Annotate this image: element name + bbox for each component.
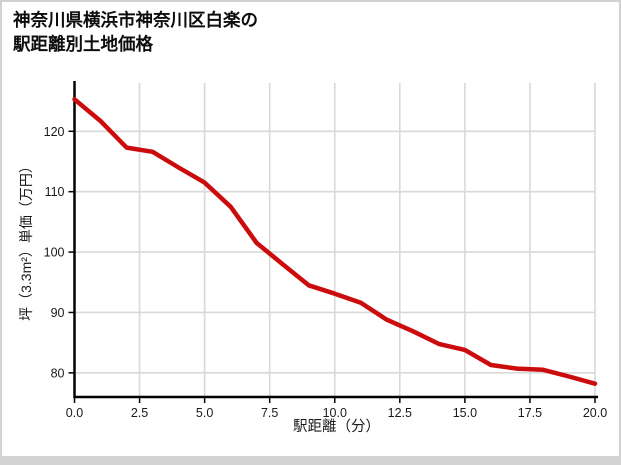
y-tick-label: 80	[51, 366, 65, 380]
x-tick-label: 10.0	[323, 406, 347, 420]
x-tick-label: 5.0	[196, 406, 213, 420]
y-tick-label: 100	[44, 246, 65, 260]
x-tick-label: 17.5	[518, 406, 542, 420]
y-tick-label: 90	[51, 306, 65, 320]
y-tick-label: 120	[44, 125, 65, 139]
chart-figure: 神奈川県横浜市神奈川区白楽の 駅距離別土地価格 0.0 2.5 5.0 7.5 10.0…	[2, 2, 619, 456]
chart-title-line1: 神奈川県横浜市神奈川区白楽の	[13, 10, 258, 30]
land-price-line	[72, 97, 598, 386]
x-tick-label: 20.0	[583, 406, 607, 420]
x-tick-label: 7.5	[261, 406, 278, 420]
x-tick-label: 12.5	[388, 406, 412, 420]
x-tick-label: 2.5	[131, 406, 148, 420]
x-tick-label: 15.0	[453, 406, 477, 420]
x-tick-label: 0.0	[66, 406, 83, 420]
price-line-chart: 0.0 2.5 5.0 7.5 10.0 12.5 15.0 17.5 20.0 80 90 100 1…	[44, 81, 607, 420]
chart-title: 神奈川県横浜市神奈川区白楽の 駅距離別土地価格	[13, 8, 258, 56]
chart-title-line2: 駅距離別土地価格	[13, 34, 153, 55]
y-tick-label: 110	[45, 185, 65, 199]
x-axis-label: 駅距離（分）	[293, 419, 380, 435]
